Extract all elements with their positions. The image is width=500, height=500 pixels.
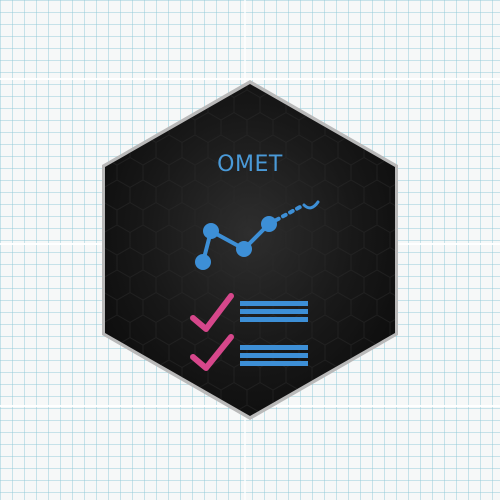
checkmark-icon xyxy=(190,334,234,371)
checklist-row xyxy=(190,293,308,332)
list-lines-icon xyxy=(240,301,308,322)
paper-fold-line xyxy=(0,78,500,80)
badge-title: OMET xyxy=(217,152,283,177)
checkmark-icon xyxy=(190,293,234,332)
checklist-row xyxy=(190,334,308,371)
line-chart-icon xyxy=(195,200,320,270)
list-lines-icon xyxy=(240,345,308,366)
